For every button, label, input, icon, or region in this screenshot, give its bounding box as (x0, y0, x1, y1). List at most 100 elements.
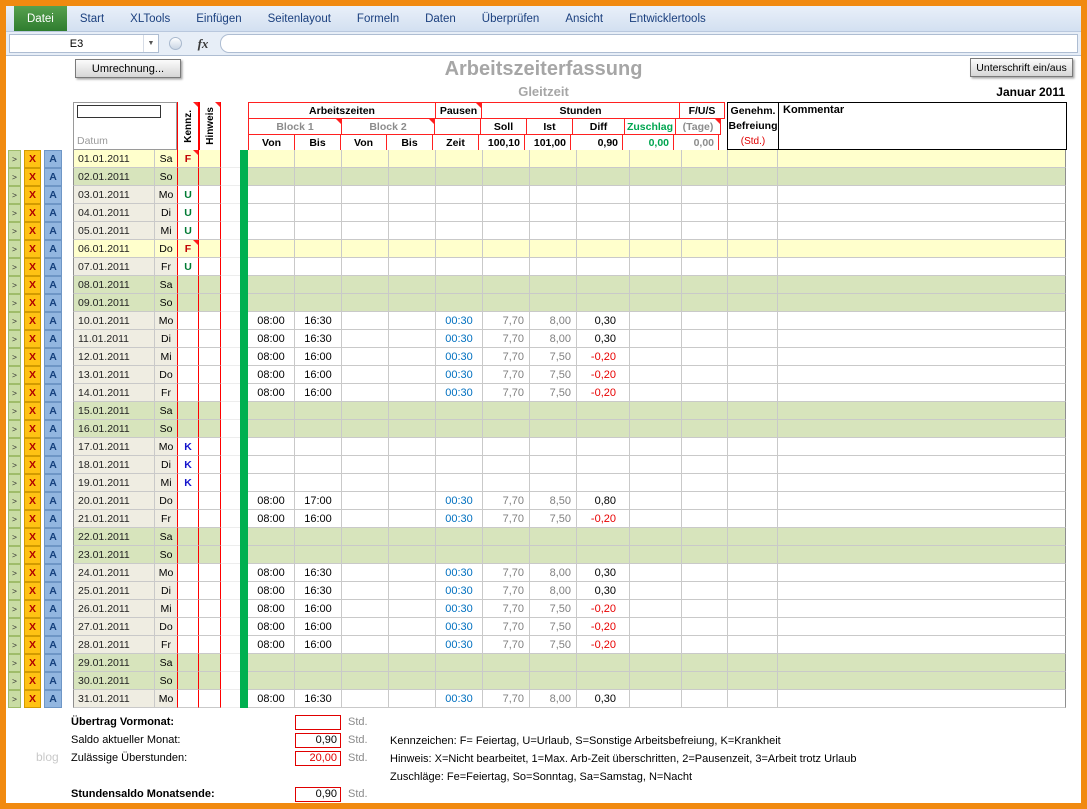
block1-von-cell[interactable]: 08:00 (248, 582, 295, 600)
block2-bis-cell[interactable] (389, 546, 436, 564)
pause-cell[interactable] (436, 546, 483, 564)
kennz-cell[interactable]: F (177, 240, 199, 258)
pause-cell[interactable] (436, 438, 483, 456)
block2-bis-cell[interactable] (389, 204, 436, 222)
kommentar-cell[interactable] (778, 312, 1066, 330)
zuschlag-cell[interactable] (630, 276, 682, 294)
ist-cell[interactable]: 8,00 (530, 330, 577, 348)
date-cell[interactable]: 28.01.2011 (73, 636, 155, 654)
soll-cell[interactable] (483, 654, 530, 672)
ist-cell[interactable] (530, 654, 577, 672)
hinweis-cell[interactable] (199, 636, 221, 654)
ist-cell[interactable] (530, 438, 577, 456)
day-cell[interactable]: Mi (155, 474, 177, 492)
day-cell[interactable]: Do (155, 492, 177, 510)
befreiung-cell[interactable] (728, 438, 778, 456)
fus-cell[interactable] (682, 492, 728, 510)
day-cell[interactable]: Mo (155, 186, 177, 204)
soll-cell[interactable] (483, 528, 530, 546)
row-clear-button[interactable]: X (24, 312, 41, 330)
befreiung-cell[interactable] (728, 348, 778, 366)
hinweis-cell[interactable] (199, 618, 221, 636)
day-cell[interactable]: So (155, 294, 177, 312)
diff-cell[interactable] (577, 654, 630, 672)
kennz-cell[interactable]: U (177, 186, 199, 204)
block1-von-cell[interactable] (248, 258, 295, 276)
pause-cell[interactable] (436, 240, 483, 258)
kommentar-cell[interactable] (778, 384, 1066, 402)
block1-von-cell[interactable] (248, 528, 295, 546)
block2-von-cell[interactable] (342, 474, 389, 492)
row-clear-button[interactable]: X (24, 402, 41, 420)
block2-bis-cell[interactable] (389, 582, 436, 600)
pause-cell[interactable]: 00:30 (436, 384, 483, 402)
row-expand-button[interactable]: > (8, 276, 21, 294)
fus-cell[interactable] (682, 600, 728, 618)
fus-cell[interactable] (682, 528, 728, 546)
fus-cell[interactable] (682, 240, 728, 258)
tab-ueberpruefen[interactable]: Überprüfen (481, 12, 540, 25)
block1-bis-cell[interactable]: 17:00 (295, 492, 342, 510)
row-clear-button[interactable]: X (24, 204, 41, 222)
kommentar-cell[interactable] (778, 222, 1066, 240)
row-clear-button[interactable]: X (24, 582, 41, 600)
row-expand-button[interactable]: > (8, 366, 21, 384)
ist-cell[interactable] (530, 474, 577, 492)
block1-von-cell[interactable]: 08:00 (248, 366, 295, 384)
date-cell[interactable]: 29.01.2011 (73, 654, 155, 672)
block2-bis-cell[interactable] (389, 474, 436, 492)
block1-bis-cell[interactable]: 16:00 (295, 636, 342, 654)
row-expand-button[interactable]: > (8, 672, 21, 690)
row-clear-button[interactable]: X (24, 294, 41, 312)
soll-cell[interactable] (483, 150, 530, 168)
block2-bis-cell[interactable] (389, 690, 436, 708)
day-cell[interactable]: Fr (155, 258, 177, 276)
diff-cell[interactable]: 0,30 (577, 330, 630, 348)
ist-cell[interactable]: 7,50 (530, 636, 577, 654)
soll-cell[interactable]: 7,70 (483, 636, 530, 654)
row-expand-button[interactable]: > (8, 150, 21, 168)
day-cell[interactable]: Mi (155, 348, 177, 366)
ist-cell[interactable] (530, 204, 577, 222)
zuschlag-cell[interactable] (630, 528, 682, 546)
soll-cell[interactable]: 7,70 (483, 564, 530, 582)
date-cell[interactable]: 08.01.2011 (73, 276, 155, 294)
pause-cell[interactable] (436, 528, 483, 546)
date-cell[interactable]: 04.01.2011 (73, 204, 155, 222)
day-cell[interactable]: So (155, 546, 177, 564)
fus-cell[interactable] (682, 438, 728, 456)
zeit-header[interactable]: Zeit (432, 134, 479, 151)
block1-von-cell[interactable] (248, 654, 295, 672)
soll-cell[interactable] (483, 438, 530, 456)
diff-cell[interactable] (577, 258, 630, 276)
diff-cell[interactable] (577, 150, 630, 168)
pause-cell[interactable] (436, 420, 483, 438)
zuschlag-cell[interactable] (630, 402, 682, 420)
hinweis-cell[interactable] (199, 492, 221, 510)
soll-cell[interactable]: 7,70 (483, 312, 530, 330)
ist-cell[interactable]: 7,50 (530, 510, 577, 528)
row-clear-button[interactable]: X (24, 150, 41, 168)
day-cell[interactable]: Mo (155, 438, 177, 456)
stunden-header[interactable]: Stunden (481, 102, 680, 119)
pause-cell[interactable] (436, 258, 483, 276)
block2-bis-cell[interactable] (389, 294, 436, 312)
block1-bis-cell[interactable] (295, 672, 342, 690)
block1-bis-cell[interactable]: 16:00 (295, 348, 342, 366)
block1-bis-cell[interactable] (295, 438, 342, 456)
soll-cell[interactable]: 7,70 (483, 582, 530, 600)
row-expand-button[interactable]: > (8, 294, 21, 312)
row-edit-button[interactable]: A (44, 690, 62, 708)
befreiung-cell[interactable] (728, 546, 778, 564)
befreiung-cell[interactable] (728, 582, 778, 600)
block2-von-cell[interactable] (342, 600, 389, 618)
date-cell[interactable]: 23.01.2011 (73, 546, 155, 564)
date-cell[interactable]: 06.01.2011 (73, 240, 155, 258)
hinweis-cell[interactable] (199, 240, 221, 258)
diff-cell[interactable] (577, 168, 630, 186)
row-clear-button[interactable]: X (24, 222, 41, 240)
pause-cell[interactable]: 00:30 (436, 582, 483, 600)
block2-bis-cell[interactable] (389, 402, 436, 420)
kommentar-cell[interactable] (778, 456, 1066, 474)
day-cell[interactable]: Di (155, 204, 177, 222)
